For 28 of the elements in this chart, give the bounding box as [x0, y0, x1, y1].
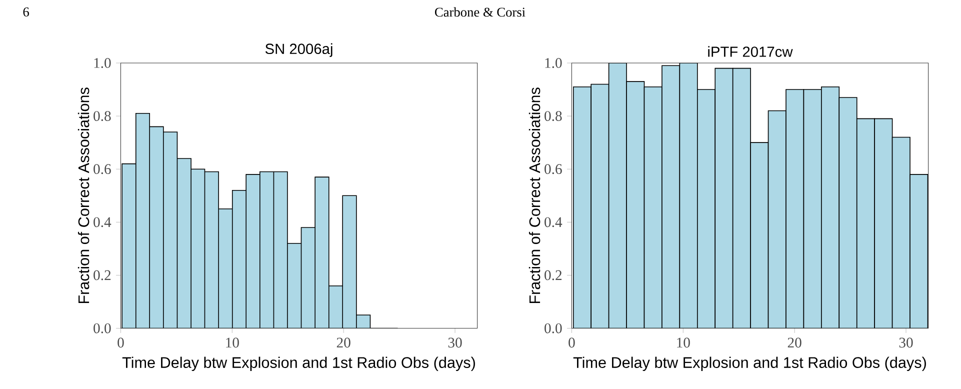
y-axis-title: Fraction of Correct Associations [528, 88, 540, 304]
y-tick-label: 0.6 [94, 164, 111, 174]
x-tick-label: 30 [899, 338, 913, 348]
text: Carbone & Corsi [435, 7, 526, 17]
y-tick-label: 0.0 [544, 323, 562, 334]
y-tick-label: 0.2 [544, 270, 562, 280]
x-tick-label: 20 [336, 338, 350, 348]
y-tick-label: 1.0 [545, 58, 562, 68]
x-tick-label: 20 [788, 338, 802, 348]
x-tick-label: 0 [568, 338, 575, 348]
y-tick-label: 0.4 [544, 217, 562, 228]
text: 6 [23, 8, 29, 16]
y-tick-label: 0.2 [94, 270, 111, 280]
y-tick-label: 1.0 [94, 58, 111, 68]
x-axis-title: Time Delay btw Explosion and 1st Radio Obs (days) [573, 356, 926, 372]
y-tick-label: 0.0 [94, 323, 111, 334]
y-axis-title: Fraction of Correct Associations [78, 88, 90, 304]
y-tick-label: 0.8 [94, 111, 111, 122]
y-tick-label: 0.8 [544, 111, 562, 122]
y-tick-label: 0.4 [94, 217, 112, 228]
x-tick-label: 10 [226, 338, 239, 348]
x-tick-label: 30 [448, 338, 462, 348]
chart-title: SN 2006aj [265, 43, 332, 57]
x-tick-label: 10 [677, 338, 690, 348]
x-axis-title: Time Delay btw Explosion and 1st Radio Obs (days) [122, 356, 475, 372]
y-tick-label: 0.6 [544, 164, 562, 174]
x-tick-label: 0 [118, 338, 124, 348]
chart-title: iPTF 2017cw [708, 46, 793, 57]
